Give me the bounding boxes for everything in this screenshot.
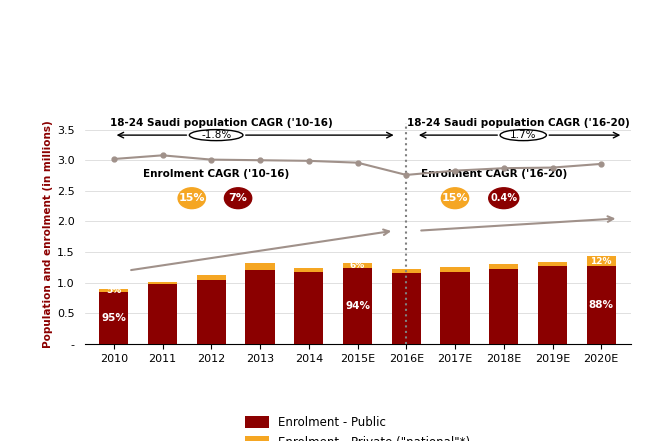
- Bar: [586, 266, 616, 344]
- Bar: [343, 268, 372, 344]
- Bar: [391, 273, 421, 344]
- Text: 5%: 5%: [106, 286, 122, 295]
- Text: 94%: 94%: [345, 301, 370, 311]
- Bar: [148, 284, 177, 344]
- Bar: [489, 269, 519, 344]
- Bar: [148, 282, 177, 284]
- Bar: [99, 289, 129, 292]
- Text: 18-24 Saudi population CAGR ('16-20): 18-24 Saudi population CAGR ('16-20): [407, 118, 630, 128]
- Ellipse shape: [178, 188, 205, 209]
- Ellipse shape: [441, 188, 469, 209]
- Bar: [196, 280, 226, 344]
- Text: 0.4%: 0.4%: [490, 193, 517, 203]
- Text: 15%: 15%: [179, 193, 205, 203]
- Text: 12%: 12%: [590, 257, 612, 265]
- Text: -1.8%: -1.8%: [201, 130, 231, 140]
- Text: 1.7%: 1.7%: [510, 130, 536, 140]
- Bar: [489, 264, 519, 269]
- Text: 6%: 6%: [350, 261, 365, 270]
- Bar: [586, 256, 616, 266]
- Y-axis label: Population and enrolment (in millions): Population and enrolment (in millions): [43, 120, 53, 348]
- Bar: [538, 262, 567, 266]
- Bar: [294, 272, 324, 344]
- Bar: [196, 275, 226, 280]
- Ellipse shape: [224, 188, 252, 209]
- Bar: [246, 269, 274, 344]
- Text: 88%: 88%: [589, 300, 614, 310]
- Bar: [99, 292, 129, 344]
- Text: Enrolment CAGR ('16-20): Enrolment CAGR ('16-20): [421, 168, 567, 179]
- Text: 7%: 7%: [229, 193, 248, 203]
- Bar: [441, 267, 469, 272]
- Bar: [343, 263, 372, 268]
- Legend: Enrolment - Public, Enrolment - Private ("national"*), 18-24 Saudi population: Enrolment - Public, Enrolment - Private …: [240, 411, 474, 441]
- Text: 15%: 15%: [442, 193, 468, 203]
- Bar: [391, 269, 421, 273]
- Text: Enrolment CAGR ('10-16): Enrolment CAGR ('10-16): [143, 168, 289, 179]
- Text: 18-24 Saudi population CAGR ('10-16): 18-24 Saudi population CAGR ('10-16): [110, 118, 332, 128]
- Bar: [246, 262, 274, 269]
- Bar: [294, 268, 324, 272]
- Text: 95%: 95%: [101, 313, 126, 323]
- Ellipse shape: [489, 188, 519, 209]
- Bar: [538, 266, 567, 344]
- Bar: [441, 272, 469, 344]
